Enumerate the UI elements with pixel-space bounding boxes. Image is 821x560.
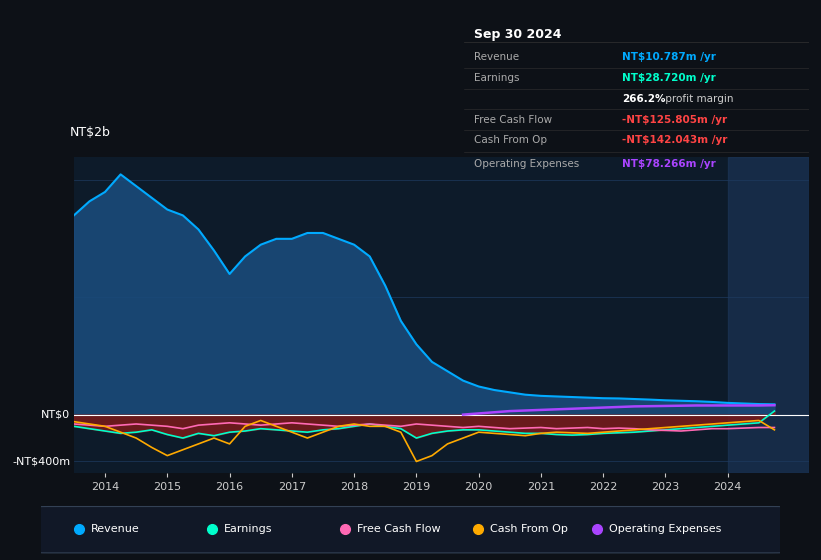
- Text: Cash From Op: Cash From Op: [475, 136, 548, 146]
- Text: NT$0: NT$0: [41, 409, 71, 419]
- Text: Revenue: Revenue: [91, 524, 140, 534]
- Text: Earnings: Earnings: [475, 73, 520, 83]
- Text: 266.2%: 266.2%: [622, 94, 666, 104]
- FancyBboxPatch shape: [34, 506, 787, 553]
- Text: profit margin: profit margin: [662, 94, 734, 104]
- Text: Free Cash Flow: Free Cash Flow: [475, 115, 553, 125]
- Bar: [727, 157, 809, 473]
- Text: Free Cash Flow: Free Cash Flow: [357, 524, 441, 534]
- Text: NT$78.266m /yr: NT$78.266m /yr: [622, 158, 716, 169]
- Text: Earnings: Earnings: [224, 524, 273, 534]
- Text: -NT$125.805m /yr: -NT$125.805m /yr: [622, 115, 727, 125]
- Text: Operating Expenses: Operating Expenses: [475, 158, 580, 169]
- Text: NT$2b: NT$2b: [71, 127, 111, 139]
- Text: NT$10.787m /yr: NT$10.787m /yr: [622, 52, 717, 62]
- Text: Revenue: Revenue: [475, 52, 520, 62]
- Text: -NT$142.043m /yr: -NT$142.043m /yr: [622, 136, 728, 146]
- Text: NT$28.720m /yr: NT$28.720m /yr: [622, 73, 716, 83]
- Text: Operating Expenses: Operating Expenses: [608, 524, 721, 534]
- Text: Sep 30 2024: Sep 30 2024: [475, 28, 562, 41]
- Text: Cash From Op: Cash From Op: [490, 524, 568, 534]
- Text: -NT$400m: -NT$400m: [12, 456, 71, 466]
